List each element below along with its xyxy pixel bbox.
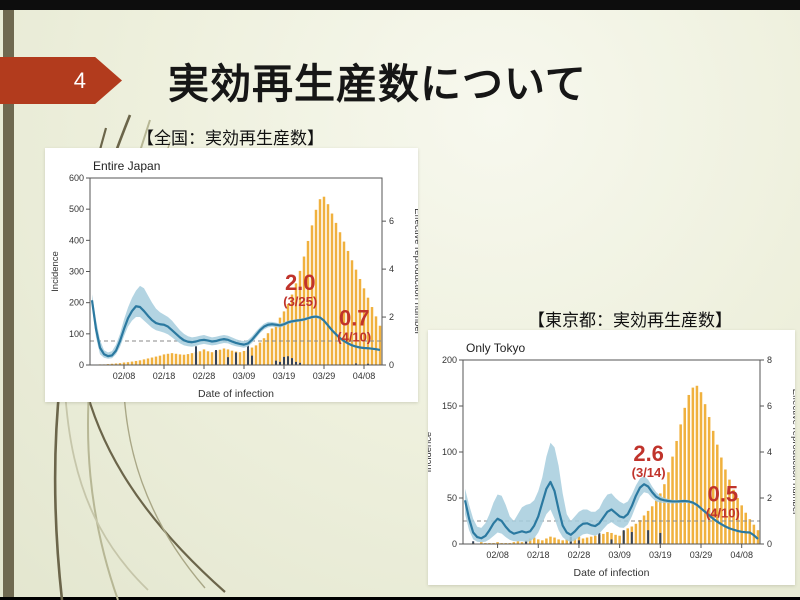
svg-text:4: 4 [389, 264, 394, 274]
chart-only-tokyo: 0 50 100 150 200 0 2 4 6 8 02/08 02/18 02/28 03/09 03/… [428, 330, 795, 585]
caption-tokyo: 【東京都：実効再生産数】 [528, 306, 732, 331]
svg-text:100: 100 [442, 447, 457, 457]
svg-text:02/28: 02/28 [193, 371, 216, 381]
svg-text:02/08: 02/08 [113, 371, 136, 381]
svg-text:2.0: 2.0 [285, 270, 316, 295]
svg-text:8: 8 [767, 355, 772, 365]
svg-text:Date of infection: Date of infection [574, 567, 650, 579]
svg-text:Only Tokyo: Only Tokyo [466, 341, 525, 355]
svg-text:2: 2 [389, 312, 394, 322]
svg-text:(4/10): (4/10) [337, 330, 371, 345]
svg-text:Date of infection: Date of infection [198, 388, 274, 400]
svg-text:(4/10): (4/10) [706, 506, 740, 521]
svg-text:0: 0 [389, 360, 394, 370]
svg-text:02/28: 02/28 [568, 550, 591, 560]
svg-text:Incidence: Incidence [428, 432, 434, 473]
svg-text:Incidence: Incidence [50, 251, 61, 292]
svg-text:150: 150 [442, 401, 457, 411]
svg-text:Effective reproduction number: Effective reproduction number [412, 208, 418, 335]
svg-text:6: 6 [767, 401, 772, 411]
svg-text:6: 6 [389, 216, 394, 226]
svg-text:100: 100 [69, 329, 84, 339]
caption-japan: 【全国：実効再生産数】 [137, 124, 324, 149]
svg-text:0.7: 0.7 [339, 306, 370, 331]
svg-text:03/29: 03/29 [690, 550, 713, 560]
svg-text:400: 400 [69, 235, 84, 245]
svg-text:Effective reproduction number: Effective reproduction number [790, 389, 795, 516]
page-number-badge: 4 [0, 57, 122, 104]
svg-text:Entire Japan: Entire Japan [93, 159, 160, 173]
page-number: 4 [74, 68, 86, 94]
svg-text:50: 50 [447, 493, 457, 503]
slide-title: 実効再生産数について [168, 50, 587, 110]
svg-text:500: 500 [69, 204, 84, 214]
svg-text:0: 0 [79, 360, 84, 370]
svg-text:200: 200 [69, 298, 84, 308]
svg-text:2: 2 [767, 493, 772, 503]
chart-japan-card: 0 100 200 300 400 500 600 0 2 4 6 02/08 02/18 02/28 03… [45, 148, 418, 402]
svg-text:(3/25): (3/25) [283, 294, 317, 309]
svg-text:(3/14): (3/14) [632, 465, 666, 480]
chart-only-tokyo-card: 0 50 100 150 200 0 2 4 6 8 02/08 02/18 02/28 03/09 03/… [428, 330, 795, 585]
svg-text:300: 300 [69, 267, 84, 277]
svg-text:03/09: 03/09 [608, 550, 631, 560]
svg-text:03/19: 03/19 [273, 371, 296, 381]
svg-text:0.5: 0.5 [708, 482, 739, 507]
svg-text:04/08: 04/08 [730, 550, 753, 560]
svg-text:02/08: 02/08 [486, 550, 509, 560]
svg-text:03/09: 03/09 [233, 371, 256, 381]
top-black-bar [0, 0, 800, 10]
svg-text:2.6: 2.6 [633, 441, 664, 466]
svg-text:600: 600 [69, 173, 84, 183]
svg-text:4: 4 [767, 447, 772, 457]
svg-text:04/08: 04/08 [353, 371, 376, 381]
svg-text:0: 0 [767, 539, 772, 549]
svg-text:0: 0 [452, 539, 457, 549]
svg-text:03/19: 03/19 [649, 550, 672, 560]
svg-text:03/29: 03/29 [313, 371, 336, 381]
svg-text:02/18: 02/18 [527, 550, 550, 560]
svg-text:200: 200 [442, 355, 457, 365]
chart-entire-japan: 0 100 200 300 400 500 600 0 2 4 6 02/08 02/18 02/28 03… [45, 148, 418, 402]
svg-text:02/18: 02/18 [153, 371, 176, 381]
